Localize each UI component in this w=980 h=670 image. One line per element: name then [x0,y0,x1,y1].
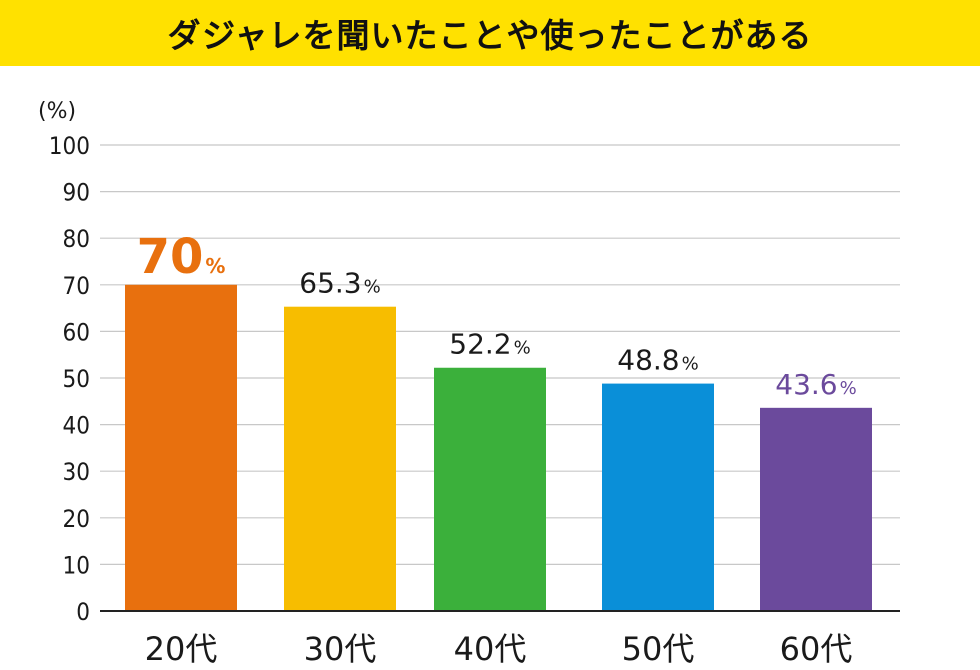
y-tick-label: 0 [76,598,90,626]
chart-title: ダジャレを聞いたことや使ったことがある [167,16,813,55]
y-tick-label: 60 [63,318,90,346]
bar [760,407,872,611]
y-tick-label: 20 [63,505,90,533]
bar [434,367,546,611]
y-tick-label: 50 [63,365,90,393]
y-tick-label: 80 [63,225,90,253]
y-tick-label: 90 [63,179,90,207]
bar [602,383,714,611]
x-tick-label: 60代 [780,630,853,668]
y-tick-label: 10 [63,551,90,579]
y-axis-label: (%) [38,99,76,124]
bar [125,284,237,611]
y-tick-label: 30 [63,458,90,486]
x-tick-label: 50代 [622,630,695,668]
x-tick-label: 40代 [454,630,527,668]
data-label: 70% [137,229,226,285]
x-tick-label: 20代 [145,630,218,668]
data-label: 52.2% [449,328,530,361]
data-label: 43.6% [775,368,856,401]
data-label: 48.8% [617,344,698,377]
data-label: 65.3% [299,267,380,300]
bar [284,306,396,611]
y-tick-label: 40 [63,412,90,440]
x-tick-label: 30代 [304,630,377,668]
title-banner: ダジャレを聞いたことや使ったことがある [0,0,980,66]
y-tick-label: 70 [63,272,90,300]
y-tick-label: 100 [49,132,90,160]
